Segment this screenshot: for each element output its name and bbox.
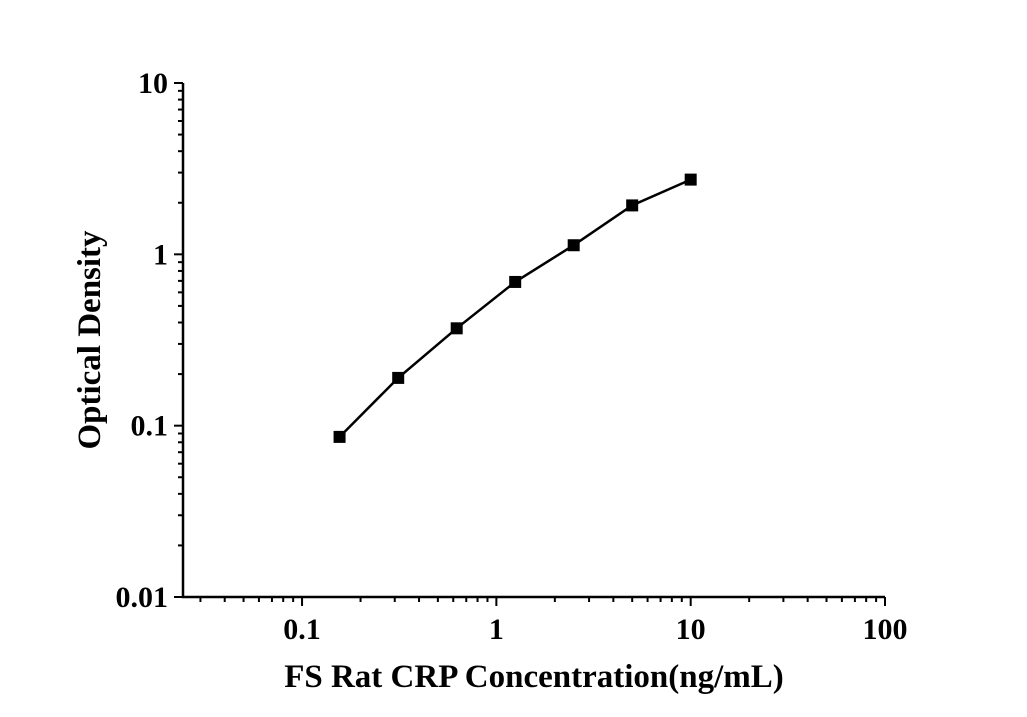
axes bbox=[181, 83, 885, 599]
axis-lines bbox=[181, 83, 885, 599]
data-point-marker bbox=[333, 430, 346, 443]
x-axis-tick-labels: 0.1 1 10 100 bbox=[283, 613, 907, 646]
x-tick-label: 0.1 bbox=[283, 613, 321, 646]
data-point-marker bbox=[392, 371, 405, 384]
data-point-marker bbox=[450, 322, 463, 335]
data-point-marker bbox=[567, 239, 580, 252]
x-tick-label: 10 bbox=[676, 613, 706, 646]
data-point-marker bbox=[509, 275, 522, 288]
data-point-marker bbox=[626, 199, 639, 212]
curve-line bbox=[338, 178, 692, 438]
data-series bbox=[333, 173, 697, 443]
y-axis-tick-labels: 10 1 0.1 0.01 bbox=[116, 67, 169, 614]
x-axis-ticks bbox=[199, 597, 886, 606]
y-tick-label: 0.01 bbox=[116, 581, 169, 614]
x-tick-label: 100 bbox=[863, 613, 908, 646]
x-axis-title: FS Rat CRP Concentration(ng/mL) bbox=[284, 659, 784, 695]
y-tick-label: 10 bbox=[138, 67, 168, 100]
y-tick-label: 0.1 bbox=[131, 410, 169, 443]
data-point-marker bbox=[684, 173, 697, 186]
y-axis-title: Optical Density bbox=[72, 230, 108, 450]
x-tick-label: 1 bbox=[489, 613, 504, 646]
y-axis-ticks bbox=[174, 82, 183, 598]
y-tick-label: 1 bbox=[153, 238, 168, 271]
